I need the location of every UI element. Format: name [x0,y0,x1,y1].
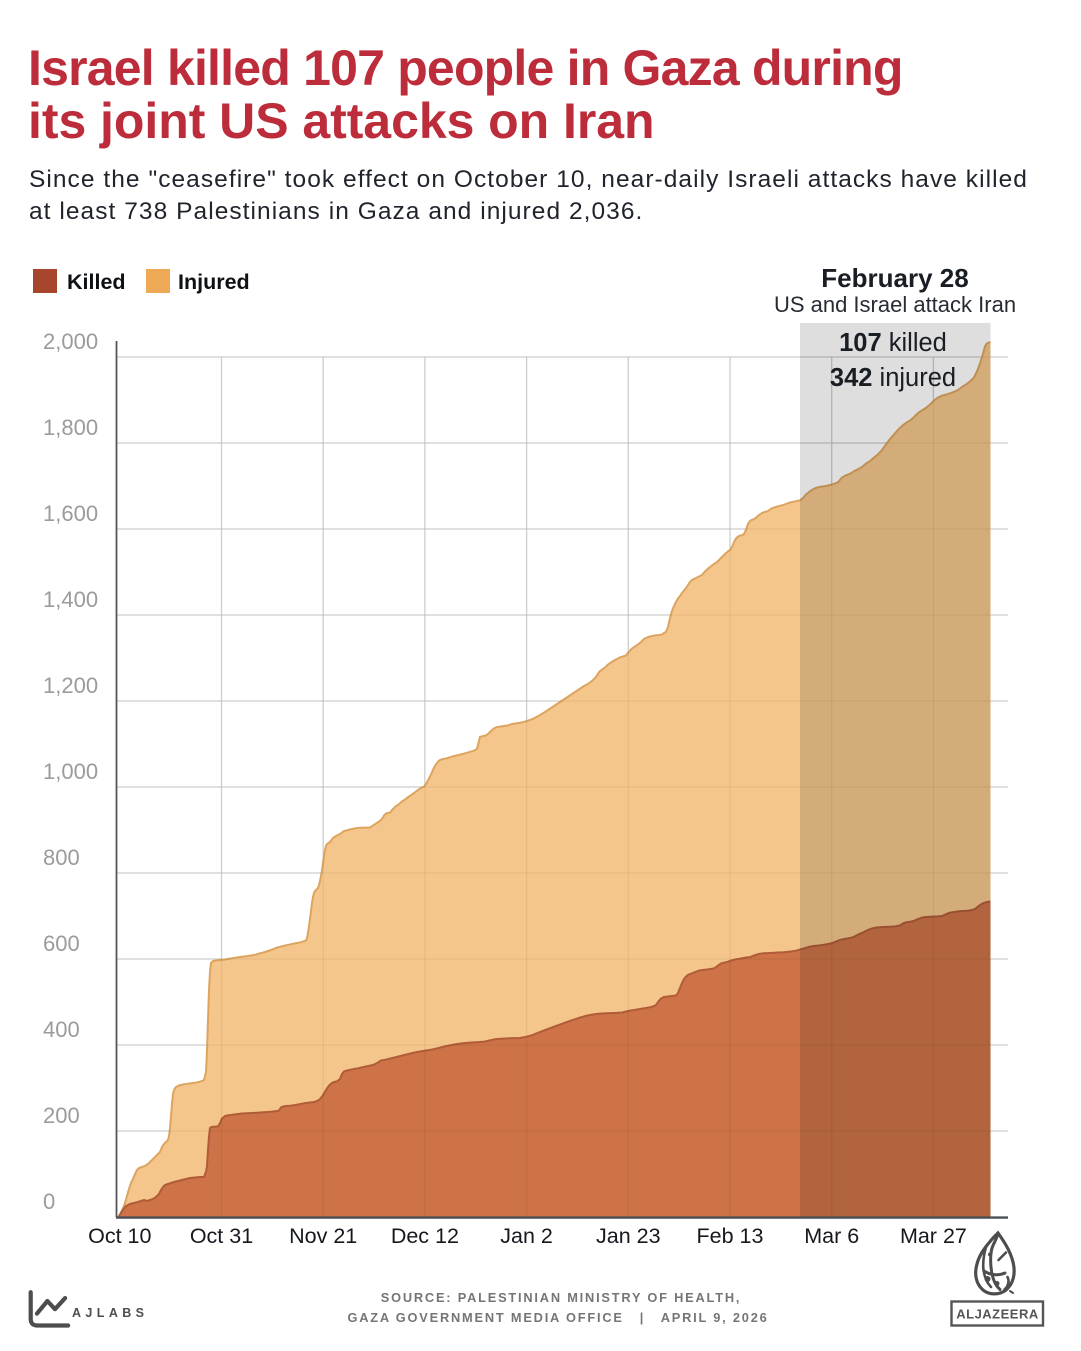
svg-text:Israel killed 107 people in Ga: Israel killed 107 people in Gaza during [28,40,903,96]
svg-text:ALJAZEERA: ALJAZEERA [956,1307,1039,1322]
svg-text:1,400: 1,400 [43,587,98,612]
svg-text:Oct 10: Oct 10 [88,1224,151,1248]
svg-text:Feb 13: Feb 13 [697,1224,764,1248]
svg-text:1,000: 1,000 [43,759,98,784]
svg-text:2,000: 2,000 [43,329,98,354]
svg-text:800: 800 [43,845,80,870]
svg-text:Jan 23: Jan 23 [596,1224,661,1248]
svg-text:Oct 31: Oct 31 [190,1224,253,1248]
svg-text:Injured: Injured [178,270,250,294]
svg-text:Killed: Killed [67,270,126,294]
svg-text:400: 400 [43,1017,80,1042]
svg-text:107 killed: 107 killed [839,329,947,357]
svg-text:GAZA GOVERNMENT MEDIA OFFICE: GAZA GOVERNMENT MEDIA OFFICE | APRIL 9, … [347,1310,768,1325]
svg-text:Mar 27: Mar 27 [900,1224,967,1248]
svg-text:200: 200 [43,1103,80,1128]
svg-text:its joint US attacks on Iran: its joint US attacks on Iran [28,93,655,149]
svg-text:US and Israel attack Iran: US and Israel attack Iran [774,292,1016,317]
svg-text:at least 738 Palestinians in G: at least 738 Palestinians in Gaza and in… [29,198,643,225]
svg-text:Since the "ceasefire" took eff: Since the "ceasefire" took effect on Oct… [29,166,1028,193]
svg-text:1,600: 1,600 [43,501,98,526]
svg-text:600: 600 [43,931,80,956]
svg-text:AJLABS: AJLABS [72,1306,148,1320]
svg-text:Jan 2: Jan 2 [500,1224,553,1248]
svg-text:Mar 6: Mar 6 [804,1224,859,1248]
svg-text:Dec 12: Dec 12 [391,1224,459,1248]
svg-text:0: 0 [43,1189,55,1214]
svg-text:342 injured: 342 injured [830,364,956,392]
svg-text:1,800: 1,800 [43,415,98,440]
svg-text:February 28: February 28 [821,263,968,293]
svg-text:1,200: 1,200 [43,673,98,698]
svg-text:SOURCE: PALESTINIAN MINISTRY: SOURCE: PALESTINIAN MINISTRY OF HEALTH, [381,1290,742,1305]
svg-text:Nov 21: Nov 21 [289,1224,357,1248]
